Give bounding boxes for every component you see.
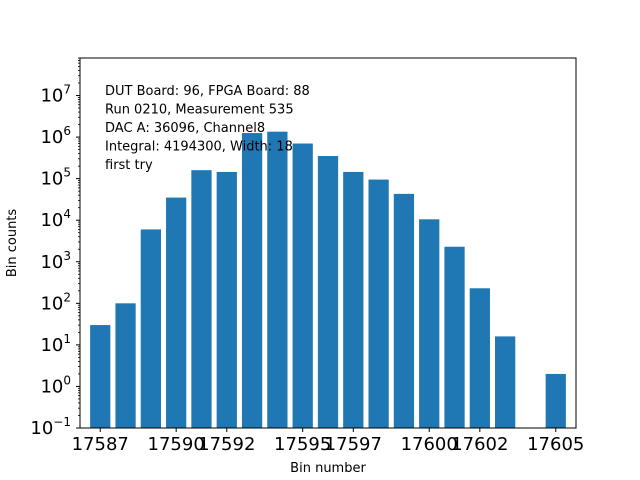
bar [267, 131, 288, 428]
y-tick-label: 106 [40, 124, 71, 148]
y-tick-label: 103 [40, 249, 71, 273]
x-axis-label: Bin number [290, 461, 366, 476]
y-axis-label: Bin counts [5, 209, 20, 278]
x-tick-label: 17592 [198, 434, 255, 455]
bar [317, 156, 339, 428]
bar [495, 336, 516, 428]
bar [90, 325, 111, 428]
y-tick-label: 100 [40, 373, 71, 397]
x-tick-label: 17595 [274, 434, 331, 455]
bar [444, 246, 465, 428]
annotation-line: Run 0210, Measurement 535 [105, 103, 294, 118]
bar [216, 171, 237, 428]
bar [469, 288, 490, 428]
bar [140, 229, 161, 428]
y-tick-label: 101 [40, 332, 71, 356]
bar [393, 193, 415, 428]
annotation-line: DAC A: 36096, Channel8 [105, 121, 265, 136]
x-tick-label: 17597 [325, 434, 382, 455]
bar [419, 219, 440, 428]
bar [343, 171, 364, 428]
bar [191, 170, 212, 428]
x-tick-label: 17600 [401, 434, 458, 455]
x-tick-label: 17587 [72, 434, 129, 455]
bar [292, 143, 313, 428]
annotation-line: DUT Board: 96, FPGA Board: 88 [105, 84, 310, 99]
annotation-line: first try [105, 158, 153, 173]
plot-frame [79, 57, 577, 429]
y-tick-label: 102 [40, 290, 71, 314]
x-tick-label: 17590 [148, 434, 205, 455]
bar [241, 133, 263, 428]
y-tick-label: 104 [40, 207, 71, 231]
bar [368, 179, 389, 428]
y-tick-label: 105 [40, 166, 71, 190]
x-tick-label: 17602 [451, 434, 508, 455]
bar [166, 197, 187, 428]
y-axis: 10−1 100 101 102 103 104 105 106 107 [30, 57, 80, 439]
bar [545, 373, 566, 428]
x-tick-label: 17605 [527, 434, 584, 455]
bar [115, 303, 136, 428]
bars-group [90, 131, 566, 428]
annotation-box: DUT Board: 96, FPGA Board: 88 Run 0210, M… [105, 84, 310, 173]
y-tick-label: 107 [40, 83, 71, 107]
annotation-line: Integral: 4194300, Width: 18 [105, 140, 293, 155]
y-tick-label: 10−1 [30, 415, 71, 439]
